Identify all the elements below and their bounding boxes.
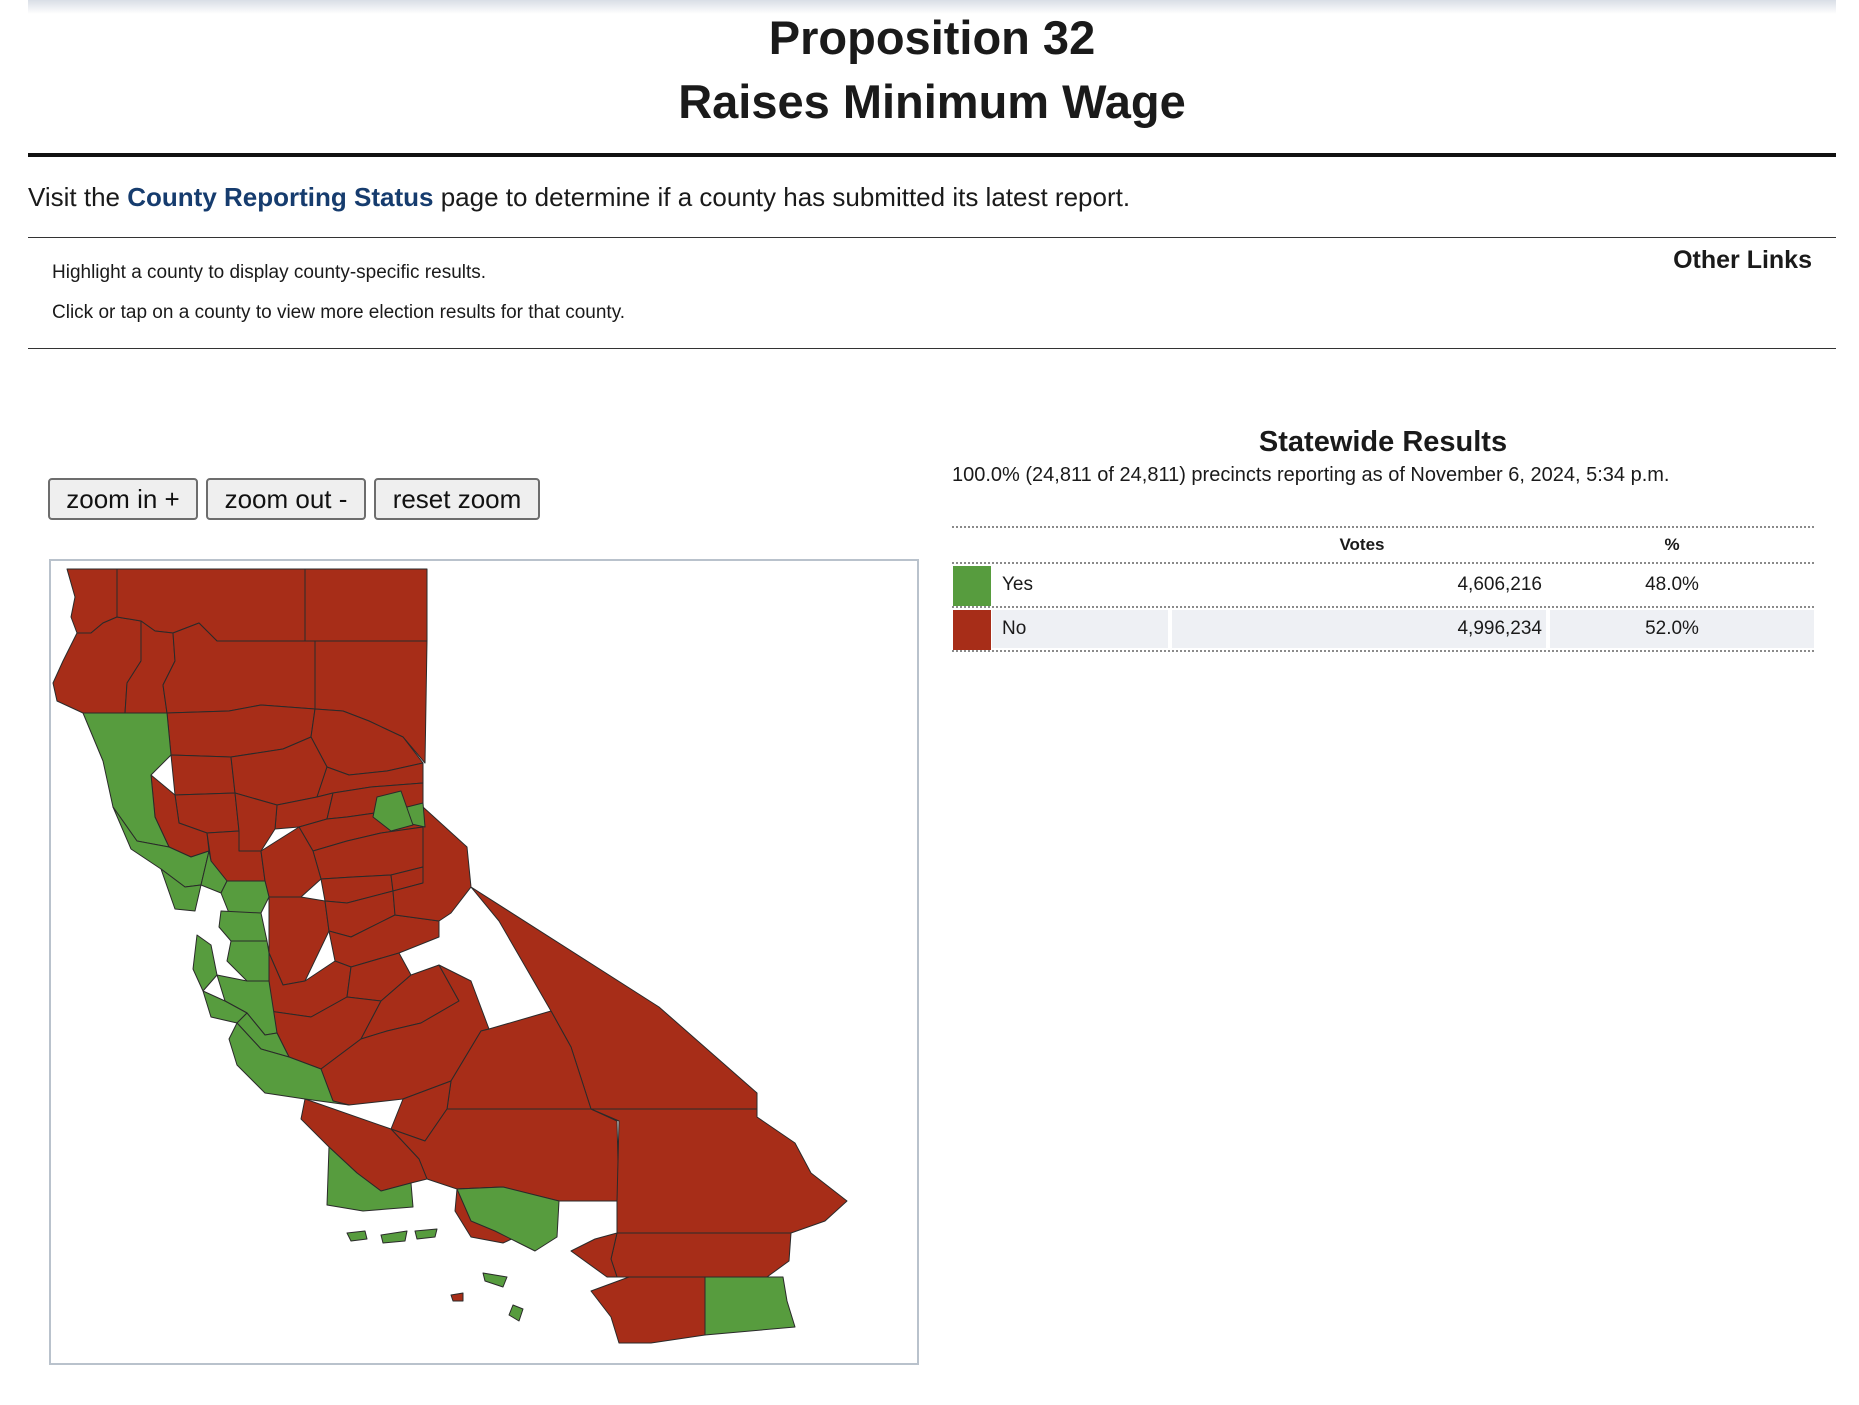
result-votes: 4,606,216 bbox=[1457, 574, 1542, 595]
zoom-in-button[interactable]: zoom in + bbox=[48, 478, 198, 520]
row-cell-background bbox=[1550, 610, 1814, 648]
no-color-swatch bbox=[953, 610, 991, 650]
county-mono[interactable] bbox=[392, 806, 472, 922]
notice-prefix: Visit the bbox=[28, 182, 128, 212]
statewide-results-title: Statewide Results bbox=[1258, 426, 1508, 458]
precincts-reporting: 100.0% (24,811 of 24,811) precincts repo… bbox=[952, 464, 1670, 486]
california-map-svg[interactable] bbox=[51, 561, 917, 1363]
county-san-diego[interactable] bbox=[590, 1276, 706, 1344]
county-channel-island-5[interactable] bbox=[508, 1304, 524, 1322]
instructions-bottom-divider bbox=[28, 348, 1836, 349]
other-links-heading[interactable]: Other Links bbox=[1673, 246, 1812, 274]
zoom-out-button[interactable]: zoom out - bbox=[206, 478, 366, 520]
notice-suffix: page to determine if a county has submit… bbox=[433, 182, 1131, 212]
county-reporting-status-link[interactable]: County Reporting Status bbox=[127, 182, 434, 212]
results-table-header: Votes % bbox=[952, 528, 1814, 564]
county-island-1[interactable] bbox=[450, 1292, 464, 1302]
county-monterey[interactable] bbox=[228, 1022, 350, 1106]
county-san-mateo[interactable] bbox=[192, 934, 218, 992]
page-title: Proposition 32 bbox=[768, 11, 1096, 64]
instructions-top-divider bbox=[28, 237, 1836, 238]
click-instruction: Click or tap on a county to view more el… bbox=[52, 302, 626, 323]
county-alameda[interactable] bbox=[226, 940, 270, 982]
result-row-no: No 4,996,234 52.0% bbox=[952, 608, 1814, 652]
percent-column-header: % bbox=[1664, 535, 1680, 554]
result-row-yes: Yes 4,606,216 48.0% bbox=[952, 564, 1814, 608]
county-alpine-sierra[interactable] bbox=[372, 790, 414, 832]
yes-color-swatch bbox=[953, 566, 991, 606]
county-modoc[interactable] bbox=[304, 568, 428, 642]
result-percent: 52.0% bbox=[1645, 618, 1699, 639]
county-map[interactable] bbox=[49, 559, 919, 1365]
highlight-instruction: Highlight a county to display county-spe… bbox=[52, 262, 487, 283]
county-mendocino[interactable] bbox=[82, 712, 172, 848]
result-label: Yes bbox=[1002, 574, 1033, 595]
county-orange[interactable] bbox=[570, 1232, 630, 1278]
title-divider bbox=[28, 153, 1836, 157]
page-subtitle: Raises Minimum Wage bbox=[678, 75, 1186, 128]
row-cell-background bbox=[1172, 610, 1546, 648]
county-contra-costa[interactable] bbox=[218, 910, 268, 942]
county-imperial[interactable] bbox=[704, 1276, 796, 1336]
county-channel-island-2[interactable] bbox=[380, 1230, 408, 1244]
county-solano[interactable] bbox=[220, 880, 270, 914]
top-shadow bbox=[28, 0, 1836, 14]
result-label: No bbox=[1002, 618, 1027, 639]
reset-zoom-button[interactable]: reset zoom bbox=[374, 478, 540, 520]
result-votes: 4,996,234 bbox=[1457, 618, 1542, 639]
row-cell-background bbox=[992, 610, 1168, 648]
votes-column-header: Votes bbox=[1339, 535, 1385, 554]
county-san-bernardino[interactable] bbox=[590, 1108, 848, 1234]
county-channel-island-1[interactable] bbox=[346, 1230, 368, 1242]
county-glenn[interactable] bbox=[170, 754, 236, 796]
county-channel-island-4[interactable] bbox=[482, 1272, 508, 1288]
county-marin[interactable] bbox=[160, 868, 202, 912]
county-los-angeles[interactable] bbox=[456, 1186, 560, 1252]
county-fresno[interactable] bbox=[320, 964, 490, 1106]
statewide-results-table: Votes % Yes 4,606,216 48.0% No 4,996,234… bbox=[952, 526, 1814, 652]
county-riverside[interactable] bbox=[610, 1232, 792, 1278]
reporting-status-notice: Visit the County Reporting Status page t… bbox=[28, 180, 1130, 214]
result-percent: 48.0% bbox=[1645, 574, 1699, 595]
county-santa-barbara[interactable] bbox=[326, 1146, 414, 1212]
county-channel-island-3[interactable] bbox=[414, 1228, 438, 1240]
